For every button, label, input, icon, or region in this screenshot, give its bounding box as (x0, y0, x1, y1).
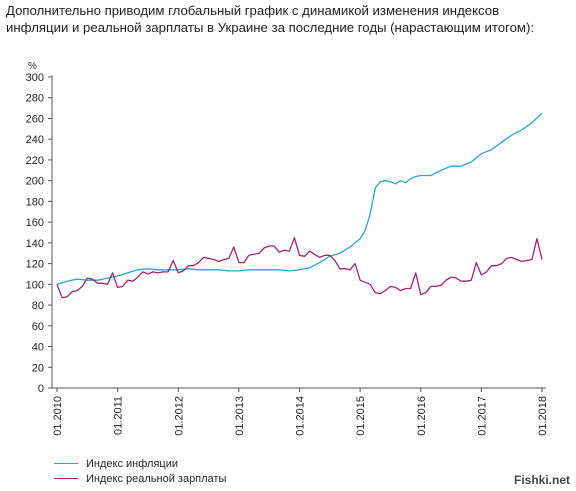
x-tick-label: 01.2017 (476, 396, 488, 436)
series-line-wage (56, 237, 543, 299)
legend-label-inflation: Индекс инфляции (86, 457, 179, 470)
x-tick-label: 01.2010 (52, 396, 64, 436)
x-tick-label: 01.2013 (234, 396, 246, 436)
legend-swatch-wage (54, 478, 78, 479)
intro-line-2: инфляции и реальной зарплаты в Украине з… (6, 20, 535, 35)
y-tick-label: 20 (32, 362, 44, 374)
y-tick-label: 280 (26, 93, 44, 105)
y-tick-label: 200 (26, 176, 44, 188)
x-tick-label: 01.2016 (416, 396, 428, 436)
y-axis-label: % (28, 61, 37, 72)
chart-series (56, 112, 543, 299)
x-tick-label: 01.2012 (173, 396, 185, 436)
chart-axes: 0 20 40 60 80 100 120 140 160 180 200 220 240 260 280 3… (26, 61, 549, 436)
y-tick-label: 100 (26, 279, 44, 291)
legend-label-wage: Индекс реальной зарплаты (86, 472, 227, 485)
y-tick-label: 220 (26, 155, 44, 167)
y-tick-label: 260 (26, 113, 44, 125)
legend-item-inflation: Индекс инфляции (54, 456, 226, 471)
watermark: Fishki.net (513, 473, 570, 487)
y-tick-label: 160 (26, 217, 44, 229)
y-tick-label: 240 (26, 134, 44, 146)
intro-text: Дополнительно приводим глобальный график… (6, 2, 572, 36)
legend-swatch-inflation (54, 463, 78, 464)
intro-line-1: Дополнительно приводим глобальный график… (6, 3, 500, 18)
y-tick-label: 80 (32, 300, 44, 312)
y-tick-label: 300 (26, 72, 44, 84)
x-tick-label: 01.2011 (113, 396, 125, 435)
x-tick-label: 01.2018 (537, 396, 549, 436)
series-line-inflation (56, 112, 543, 285)
y-tick-label: 120 (26, 259, 44, 271)
x-tick-label: 01.2014 (295, 396, 307, 436)
y-tick-label: 0 (38, 383, 44, 395)
chart-legend: Индекс инфляции Индекс реальной зарплаты (54, 456, 226, 486)
legend-item-wage: Индекс реальной зарплаты (54, 471, 226, 486)
y-tick-label: 60 (32, 321, 44, 333)
x-tick-label: 01.2015 (355, 396, 367, 436)
y-tick-label: 180 (26, 196, 44, 208)
y-tick-label: 40 (32, 342, 44, 354)
y-tick-label: 140 (26, 238, 44, 250)
